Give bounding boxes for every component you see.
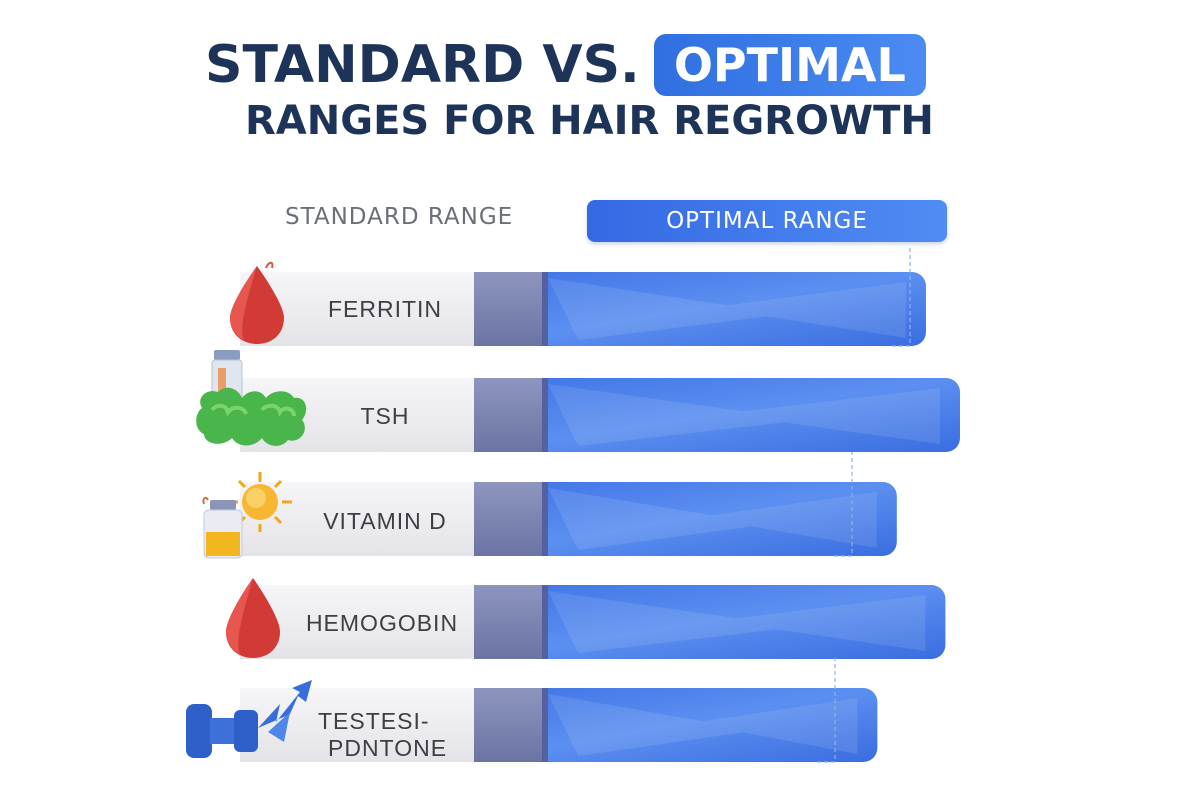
- muscle-icon: [186, 680, 312, 758]
- row-label: FERRITIN: [327, 296, 443, 322]
- marker-edge: [542, 272, 548, 346]
- range-connector: [834, 452, 853, 557]
- row-label: TESTESI- PDNTONE: [318, 708, 468, 762]
- optimal-range-bar: [474, 585, 946, 659]
- marker-edge: [542, 482, 548, 556]
- thyroid-icon: [196, 350, 307, 446]
- standard-range-marker: [474, 585, 548, 659]
- legend-optimal: OPTIMAL RANGE: [587, 200, 947, 242]
- row-label-line: PDNTONE: [328, 735, 448, 761]
- title-text: STANDARD VS.: [205, 35, 640, 95]
- bar-facet: [548, 591, 926, 653]
- vitamin-d-icon: [202, 472, 292, 559]
- bar-facet: [548, 384, 940, 446]
- marker-edge: [542, 585, 548, 659]
- range-connector: [817, 658, 836, 763]
- bar-facet: [548, 694, 858, 756]
- row-label: HEMOGOBIN: [305, 610, 459, 636]
- standard-range-bar: [240, 585, 474, 659]
- bar-facet: [548, 488, 877, 550]
- marker-edge: [542, 688, 548, 762]
- optimal-range-bar: [474, 688, 878, 762]
- title-highlight: OPTIMAL: [653, 34, 926, 96]
- bar-facet: [548, 278, 906, 340]
- row-label: TSH: [360, 403, 410, 429]
- chart-title: STANDARD VS. OPTIMAL: [205, 30, 926, 100]
- legend-standard: STANDARD RANGE: [285, 204, 514, 230]
- optimal-range-bar: [474, 482, 897, 556]
- optimal-range-bar: [474, 378, 960, 452]
- blood-drop-icon: [230, 261, 284, 344]
- row-label: VITAMIN D: [323, 508, 447, 534]
- standard-range-marker: [474, 688, 548, 762]
- blood-drop-icon: [226, 578, 280, 658]
- optimal-range-bar: [474, 272, 926, 346]
- marker-edge: [542, 378, 548, 452]
- standard-range-marker: [474, 482, 548, 556]
- standard-range-marker: [474, 378, 548, 452]
- standard-range-marker: [474, 272, 548, 346]
- chart-subtitle: RANGES FOR HAIR REGROWTH: [245, 98, 934, 144]
- range-connector: [892, 246, 911, 347]
- row-label-line: TESTESI-: [318, 708, 430, 734]
